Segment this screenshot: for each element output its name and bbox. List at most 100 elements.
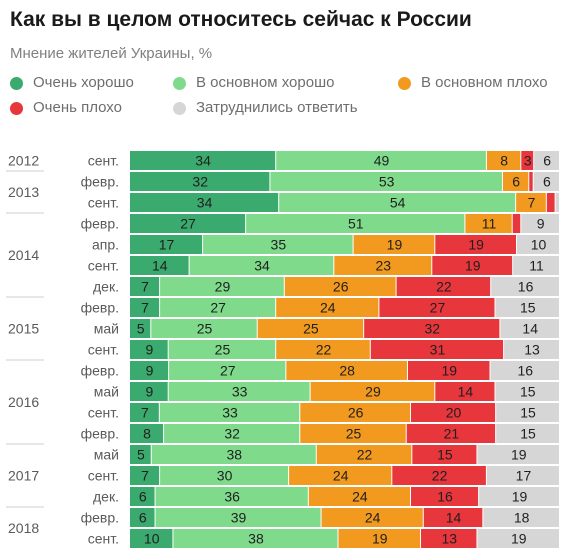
data-label: 32 <box>192 174 208 190</box>
legend-swatch <box>10 101 23 115</box>
bar-segment <box>486 151 521 170</box>
bar-segment <box>279 193 516 212</box>
data-label: 29 <box>215 279 231 295</box>
data-label: 8 <box>143 426 151 442</box>
data-label: 9 <box>145 342 153 358</box>
bar-segment <box>130 319 151 338</box>
bar-segment <box>435 235 516 254</box>
data-label: 24 <box>320 300 336 316</box>
bar-segment <box>477 445 559 464</box>
data-label: 19 <box>468 237 484 253</box>
data-label: 38 <box>248 531 264 547</box>
bar-segment <box>130 172 270 191</box>
month-tick-label: сент. <box>88 531 119 547</box>
data-label: 39 <box>231 510 247 526</box>
bar-segment <box>406 424 496 443</box>
bar-segment <box>555 193 559 212</box>
data-label: 7 <box>141 300 149 316</box>
bar-segment <box>423 508 483 527</box>
data-label: 53 <box>379 174 395 190</box>
data-label: 5 <box>137 321 145 337</box>
year-label: 2015 <box>8 321 39 337</box>
data-label: 35 <box>271 237 287 253</box>
month-tick-label: сент. <box>88 258 119 274</box>
data-label: 7 <box>141 468 149 484</box>
bar-segment <box>151 445 316 464</box>
data-label: 7 <box>141 279 149 295</box>
legend-label: Затруднились ответить <box>196 99 358 116</box>
bar-segment <box>500 319 559 338</box>
data-label: 34 <box>254 258 270 274</box>
bar-segment <box>517 235 559 254</box>
bar-segment <box>130 403 159 422</box>
bar-segment <box>496 424 559 443</box>
data-label: 23 <box>376 258 392 274</box>
bar-segment <box>276 340 370 359</box>
legend-swatch <box>398 76 411 90</box>
bar-segment <box>370 340 504 359</box>
year-label: 2018 <box>8 520 39 536</box>
bar-segment <box>160 298 276 317</box>
data-label: 30 <box>217 468 233 484</box>
data-label: 11 <box>482 216 497 232</box>
bar-segment <box>534 151 559 170</box>
bar-segment <box>286 361 407 380</box>
data-label: 14 <box>458 384 474 400</box>
data-label: 15 <box>520 384 536 400</box>
data-label: 19 <box>511 531 527 547</box>
bar-segment <box>276 151 486 170</box>
data-label: 24 <box>352 489 368 505</box>
data-label: 36 <box>224 489 240 505</box>
data-label: 22 <box>436 279 452 295</box>
data-label: 34 <box>197 195 213 211</box>
legend-swatch <box>10 76 23 90</box>
data-label: 27 <box>210 300 226 316</box>
data-label: 33 <box>222 405 238 421</box>
bar-segment <box>130 487 155 506</box>
bar-segment <box>203 235 353 254</box>
bar-segment <box>407 361 490 380</box>
month-tick-label: сент. <box>88 195 119 211</box>
bar-segment <box>130 424 164 443</box>
bar-segment <box>160 277 284 296</box>
legend-item-very-good: Очень хорошо <box>10 73 134 93</box>
data-label: 38 <box>226 447 242 463</box>
month-tick-label: апр. <box>92 237 119 253</box>
bar-segment <box>159 403 300 422</box>
data-label: 16 <box>518 279 534 295</box>
data-label: 6 <box>543 153 551 169</box>
bar-segment <box>276 298 379 317</box>
legend-item-undecided: Затруднились ответить <box>173 98 358 118</box>
data-label: 19 <box>511 447 527 463</box>
month-tick-label: сент. <box>88 342 119 358</box>
data-label: 31 <box>430 342 446 358</box>
bar-segment <box>338 529 421 548</box>
data-label: 54 <box>390 195 406 211</box>
month-tick-label: февр. <box>81 174 119 190</box>
bar-segment <box>490 361 559 380</box>
data-label: 19 <box>512 489 528 505</box>
data-label: 5 <box>137 447 145 463</box>
bar-segment <box>246 214 465 233</box>
bar-segment <box>421 529 477 548</box>
bar-segment <box>310 382 435 401</box>
chart-subtitle: Мнение жителей Украины, % <box>10 45 213 62</box>
legend-swatch <box>173 101 186 115</box>
data-label: 19 <box>441 363 457 379</box>
bar-segment <box>521 214 559 233</box>
data-label: 28 <box>339 363 355 379</box>
bar-segment <box>130 151 276 170</box>
month-tick-label: февр. <box>81 363 119 379</box>
data-label: 25 <box>197 321 213 337</box>
bar-segment <box>465 214 512 233</box>
bar-segment <box>130 298 160 317</box>
legend-label: В основном плохо <box>421 74 548 91</box>
data-label: 51 <box>348 216 364 232</box>
bar-segment <box>151 319 257 338</box>
data-label: 8 <box>500 153 508 169</box>
bar-segment <box>189 256 334 275</box>
bar-segment <box>316 445 412 464</box>
bar-segment <box>412 445 477 464</box>
bar-segment <box>130 445 151 464</box>
